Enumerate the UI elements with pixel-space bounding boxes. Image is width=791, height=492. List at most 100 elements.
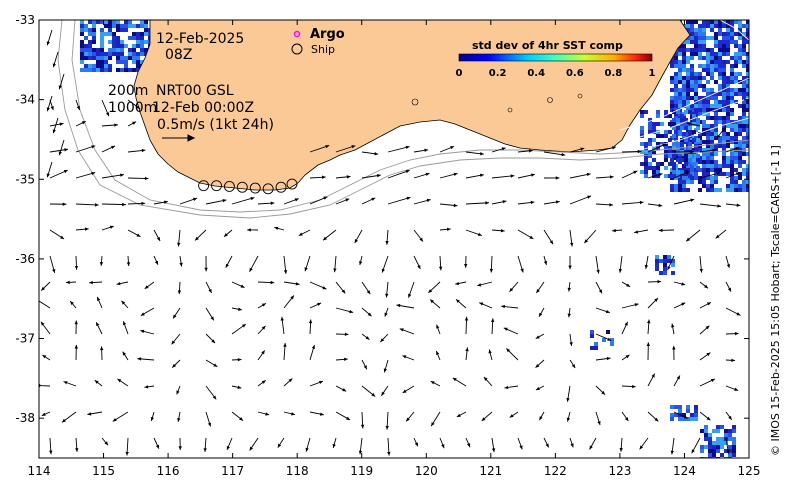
current-arrow: [277, 437, 285, 448]
current-arrow: [439, 437, 445, 449]
current-arrow: [725, 172, 740, 179]
x-tick-label: 122: [544, 464, 567, 478]
current-arrow: [491, 229, 505, 233]
current-arrow: [725, 203, 741, 207]
current-arrow: [94, 379, 103, 387]
current-arrow: [309, 411, 324, 416]
current-arrow: [673, 171, 690, 179]
credit-text: © IMOS 15-Feb-2025 15:05 Hobart; Tscale=…: [769, 145, 782, 456]
current-arrow: [569, 195, 592, 205]
current-arrow: [621, 321, 629, 335]
ship-position-marker: [236, 181, 248, 193]
current-arrow: [63, 381, 77, 387]
current-arrow: [618, 255, 623, 273]
current-arrow: [543, 229, 554, 245]
current-arrow: [439, 203, 458, 208]
current-arrow: [127, 201, 146, 206]
current-arrow: [249, 437, 259, 451]
axes: 114 115 116 117 118 119 120 121 122 123 124 125 -33 -…: [15, 13, 760, 478]
current-arrow: [122, 351, 129, 361]
ship-position-marker: [249, 182, 261, 194]
current-arrow: [543, 151, 566, 157]
product-label: NRT00 GSL: [156, 83, 234, 99]
current-arrow: [568, 255, 572, 270]
current-arrow: [283, 295, 295, 309]
current-arrow: [506, 348, 519, 361]
current-arrow: [646, 342, 650, 361]
current-arrow: [89, 280, 103, 285]
current-arrow: [595, 333, 612, 341]
current-arrow: [439, 172, 458, 179]
current-arrow: [725, 307, 741, 316]
current-arrow: [75, 171, 96, 179]
current-arrow: [567, 281, 571, 292]
colorbar-tick-label: 0.4: [527, 68, 545, 79]
current-arrow: [595, 175, 614, 179]
colorbar-tick-label: 0: [456, 68, 463, 79]
current-arrow: [699, 352, 711, 361]
current-arrow: [619, 437, 623, 452]
current-arrow: [569, 333, 573, 346]
current-arrow: [46, 161, 53, 178]
current-arrow: [595, 203, 614, 207]
current-arrow: [309, 380, 324, 387]
current-arrow: [430, 380, 441, 387]
current-arrow: [125, 437, 129, 456]
current-arrow: [127, 229, 141, 238]
colorbar-tick-label: 0.8: [605, 68, 623, 79]
current-arrow: [725, 281, 732, 292]
current-arrow: [465, 347, 469, 361]
current-arrow: [673, 198, 695, 205]
current-arrow: [699, 281, 709, 289]
current-arrow: [305, 437, 311, 452]
current-arrow: [283, 378, 293, 387]
current-arrow: [385, 229, 389, 245]
current-arrow: [465, 201, 490, 205]
current-arrow: [231, 357, 242, 362]
current-arrow: [309, 344, 316, 361]
legend: Argo Ship: [291, 27, 345, 56]
current-arrow: [205, 333, 216, 344]
current-arrow: [58, 139, 65, 156]
current-arrow: [126, 255, 131, 267]
current-arrow: [491, 200, 507, 205]
current-arrow: [144, 385, 155, 389]
current-arrow: [595, 146, 617, 153]
current-arrow: [223, 229, 233, 238]
current-arrow: [359, 255, 363, 266]
current-arrow: [205, 198, 227, 205]
current-arrow: [387, 169, 410, 179]
current-arrow: [49, 202, 67, 206]
current-arrow: [667, 255, 675, 271]
current-arrow: [283, 281, 300, 286]
current-arrow: [309, 196, 328, 205]
x-tick-label: 120: [415, 464, 438, 478]
ship-position-marker: [223, 180, 235, 192]
current-arrow: [715, 229, 727, 239]
current-arrow: [543, 176, 560, 180]
current-arrow: [595, 281, 603, 294]
current-arrow: [257, 350, 266, 361]
current-arrow: [309, 145, 330, 153]
ship-track: [198, 178, 298, 195]
current-arrow: [567, 307, 571, 318]
current-arrow: [517, 229, 534, 240]
current-arrow: [699, 301, 712, 309]
current-arrow: [178, 437, 182, 450]
current-arrow: [490, 318, 495, 335]
current-arrow: [153, 255, 159, 265]
date-label: 12-Feb-2025: [156, 31, 244, 47]
x-tick-label: 116: [157, 464, 180, 478]
current-arrow: [566, 411, 571, 422]
current-arrow: [725, 358, 736, 363]
current-arrow: [358, 437, 363, 455]
current-arrow: [699, 172, 721, 179]
current-arrow: [658, 228, 675, 233]
current-arrow: [231, 281, 245, 288]
current-arrow: [595, 356, 611, 361]
current-arrow: [40, 281, 51, 291]
current-arrow: [387, 437, 391, 456]
current-arrow: [517, 200, 535, 205]
current-arrow: [137, 357, 155, 361]
current-arrow: [322, 229, 337, 241]
